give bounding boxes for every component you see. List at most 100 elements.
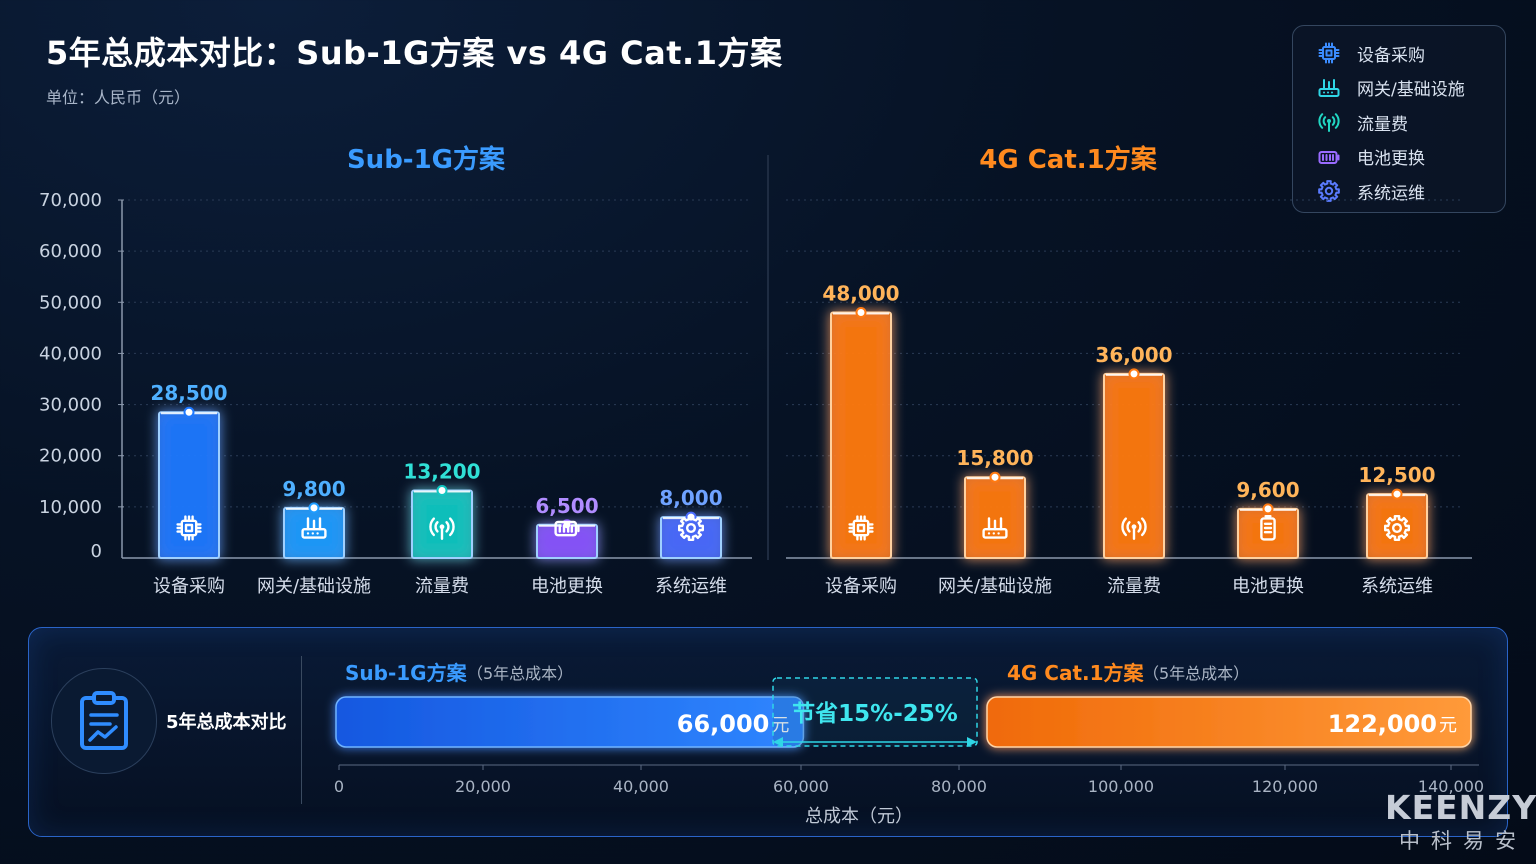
y-tick-label: 30,000 [39, 395, 102, 416]
data-label: 28,500 [150, 381, 227, 405]
data-label: 15,800 [956, 446, 1033, 470]
router-icon [301, 517, 327, 539]
legend-label: 系统运维 [1357, 183, 1425, 204]
y-tick-label: 40,000 [39, 343, 102, 364]
series-note: （5年总成本） [467, 664, 573, 683]
x-tick-label: 40,000 [613, 777, 669, 796]
chip-icon [848, 515, 874, 541]
battery-icon [1318, 150, 1340, 164]
sub1g-total-bar [335, 696, 805, 748]
clipboard-chart-icon [80, 691, 128, 750]
bar-top-marker [1262, 503, 1274, 515]
page-title: 5年总成本对比：Sub-1G方案 vs 4G Cat.1方案 [46, 34, 783, 72]
x-tick-label: 流量费 [1107, 576, 1161, 597]
summary-divider [301, 656, 302, 804]
x-tick-label: 80,000 [931, 777, 987, 796]
legend-item: 流量费 [1317, 105, 1505, 140]
legend-label: 流量费 [1357, 114, 1408, 135]
savings-callout: 节省15%-25% [772, 677, 978, 747]
x-tick-label: 100,000 [1088, 777, 1154, 796]
router-icon [1318, 78, 1340, 97]
y-tick-label: 20,000 [39, 446, 102, 467]
y-tick-label: 60,000 [39, 241, 102, 262]
bar [1366, 493, 1428, 560]
chip-icon [1318, 42, 1340, 64]
data-label: 36,000 [1095, 343, 1172, 367]
bar [964, 476, 1026, 559]
brand-chinese-name: 中科易安 [1399, 829, 1527, 853]
y-tick-label: 70,000 [39, 190, 102, 211]
x-tick-label: 设备采购 [825, 576, 897, 597]
summary-icon-circle [51, 668, 157, 774]
summary-title: 5年总成本对比 [166, 712, 287, 733]
legend-item: 电池更换 [1317, 140, 1505, 175]
legend-label: 电池更换 [1357, 149, 1425, 170]
legend-item: 系统运维 [1317, 174, 1505, 209]
signal-icon [1121, 517, 1147, 540]
brand-name: KEENZY [1385, 788, 1536, 827]
x-tick-label: 60,000 [773, 777, 829, 796]
x-tick-label: 电池更换 [531, 576, 603, 597]
x-tick-label: 系统运维 [655, 576, 727, 597]
data-label: 13,200 [403, 459, 480, 483]
y-tick-label: 10,000 [39, 497, 102, 518]
chip-icon [176, 515, 202, 541]
series-label: 4G Cat.1方案 [1007, 661, 1145, 685]
bar-top-marker [1128, 368, 1140, 380]
legend-item: 设备采购 [1317, 36, 1505, 71]
unit-label: 单位：人民币（元） [46, 88, 191, 107]
gear-icon [1318, 180, 1340, 203]
x-tick-label: 20,000 [455, 777, 511, 796]
cat1-bar-chart: 4G Cat.1方案 48,000 设备采购 15,800 网关/基础设施 36,000 流… [822, 144, 1435, 597]
y-tick-label: 50,000 [39, 292, 102, 313]
data-label: 9,600 [1236, 478, 1299, 502]
legend-item: 网关/基础设施 [1317, 71, 1505, 106]
total-cost-summary-panel: 5年总成本对比 0 20,000 40,000 60,000 80,000 100,000… [28, 627, 1508, 837]
legend-label: 网关/基础设施 [1357, 80, 1465, 101]
savings-label: 节省15%-25% [792, 701, 958, 727]
x-tick-label: 140,000 [1418, 777, 1484, 796]
data-label: 122,000 [1328, 710, 1437, 738]
x-tick-label: 120,000 [1252, 777, 1318, 796]
brand-logo: KEENZY 中科易安 [1385, 788, 1536, 856]
y-tick-label: 0 [91, 541, 102, 562]
arrow-right-icon [967, 737, 977, 747]
data-label: 48,000 [822, 282, 899, 306]
bar-top-marker [855, 307, 867, 319]
bar-top-marker [183, 406, 195, 418]
x-tick-label: 系统运维 [1361, 576, 1433, 597]
legend-label: 设备采购 [1357, 45, 1425, 66]
chip-icon [1318, 42, 1340, 64]
data-label: 8,000 [659, 486, 722, 510]
bar-top-marker [436, 484, 448, 496]
bar [283, 506, 345, 560]
gear-icon [677, 514, 705, 542]
bar-top-marker [308, 502, 320, 514]
data-label: 66,000 [677, 710, 770, 738]
total-cost-bar-chart: 0 20,000 40,000 60,000 80,000 100,000 120,000 1… [334, 661, 1484, 827]
gear-icon [1318, 180, 1340, 203]
signal-icon [1318, 113, 1340, 133]
bar-top-marker [989, 471, 1001, 483]
signal-icon [1318, 113, 1340, 133]
x-axis-title: 总成本（元） [805, 806, 913, 827]
gear-icon [1383, 514, 1411, 542]
chart-title: 4G Cat.1方案 [979, 144, 1158, 175]
data-label: 6,500 [535, 494, 598, 518]
series-note: （5年总成本） [1143, 664, 1249, 683]
battery-icon [1318, 150, 1340, 164]
router-icon [982, 517, 1008, 539]
x-tick-label: 电池更换 [1232, 576, 1304, 597]
x-tick-label: 流量费 [415, 576, 469, 597]
x-tick-label: 网关/基础设施 [257, 576, 371, 597]
x-tick-label: 0 [334, 777, 344, 796]
y-axis: 0 10,000 20,000 30,000 40,000 50,000 60,000 70,… [39, 190, 1472, 562]
bar [411, 489, 473, 559]
router-icon [1318, 78, 1340, 97]
bar-top-marker [1391, 488, 1403, 500]
legend: 设备采购网关/基础设施 流量费电池更换系统运维 [1292, 25, 1506, 213]
arrow-left-icon [773, 737, 783, 747]
cat1-total-bar [986, 696, 1472, 748]
battery-icon [554, 520, 580, 537]
battery-vertical-icon [1260, 515, 1276, 541]
